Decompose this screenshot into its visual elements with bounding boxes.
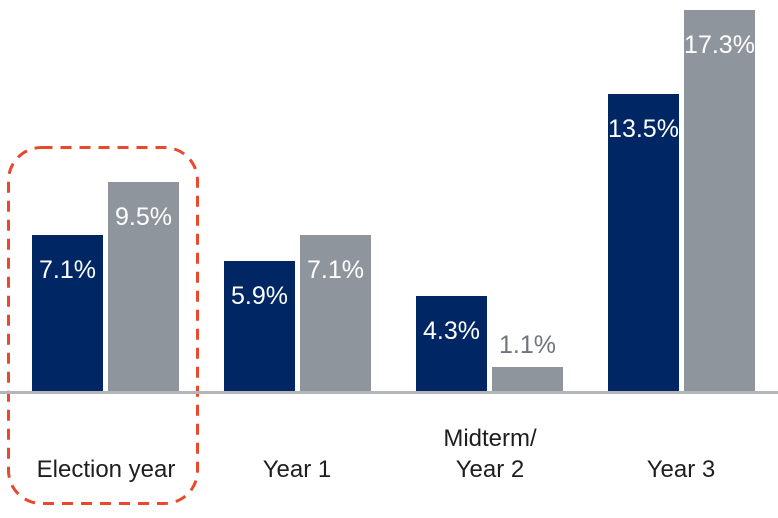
- bar-group-election-year: 7.1% 9.5%: [32, 182, 179, 391]
- bar-value-label: 17.3%: [684, 31, 755, 59]
- bar-group-year-3: 13.5% 17.3%: [608, 10, 755, 391]
- bar-value-label: 13.5%: [608, 115, 679, 143]
- category-label-election-year: Election year: [36, 456, 176, 484]
- bar-value-label: 1.1%: [499, 331, 556, 359]
- bar-value-label: 4.3%: [423, 317, 480, 345]
- bar-gray-year-1: 7.1%: [300, 235, 371, 391]
- category-label-midterm-year-2: Midterm/ Year 2: [443, 424, 537, 484]
- bar-group-year-1: 5.9% 7.1%: [224, 235, 371, 391]
- category-label-year-3: Year 3: [646, 456, 716, 484]
- bar-value-label: 7.1%: [307, 256, 364, 284]
- bar-value-label: 7.1%: [39, 256, 96, 284]
- bar-gray-year-3: 17.3%: [684, 10, 755, 391]
- category-label-year-1: Year 1: [262, 456, 332, 484]
- bar-navy-year-1: 5.9%: [224, 261, 295, 391]
- bar-group-midterm-year-2: 4.3% 1.1%: [416, 296, 563, 391]
- bar-gray-midterm-year-2: 1.1%: [492, 331, 563, 391]
- bar-navy-election-year: 7.1%: [32, 235, 103, 391]
- bar-gray-election-year: 9.5%: [108, 182, 179, 391]
- x-axis-line: [0, 391, 778, 394]
- bar-navy-year-3: 13.5%: [608, 94, 679, 391]
- bar-value-label: 9.5%: [115, 203, 172, 231]
- bar-value-label: 5.9%: [231, 282, 288, 310]
- bar-navy-midterm-year-2: 4.3%: [416, 296, 487, 391]
